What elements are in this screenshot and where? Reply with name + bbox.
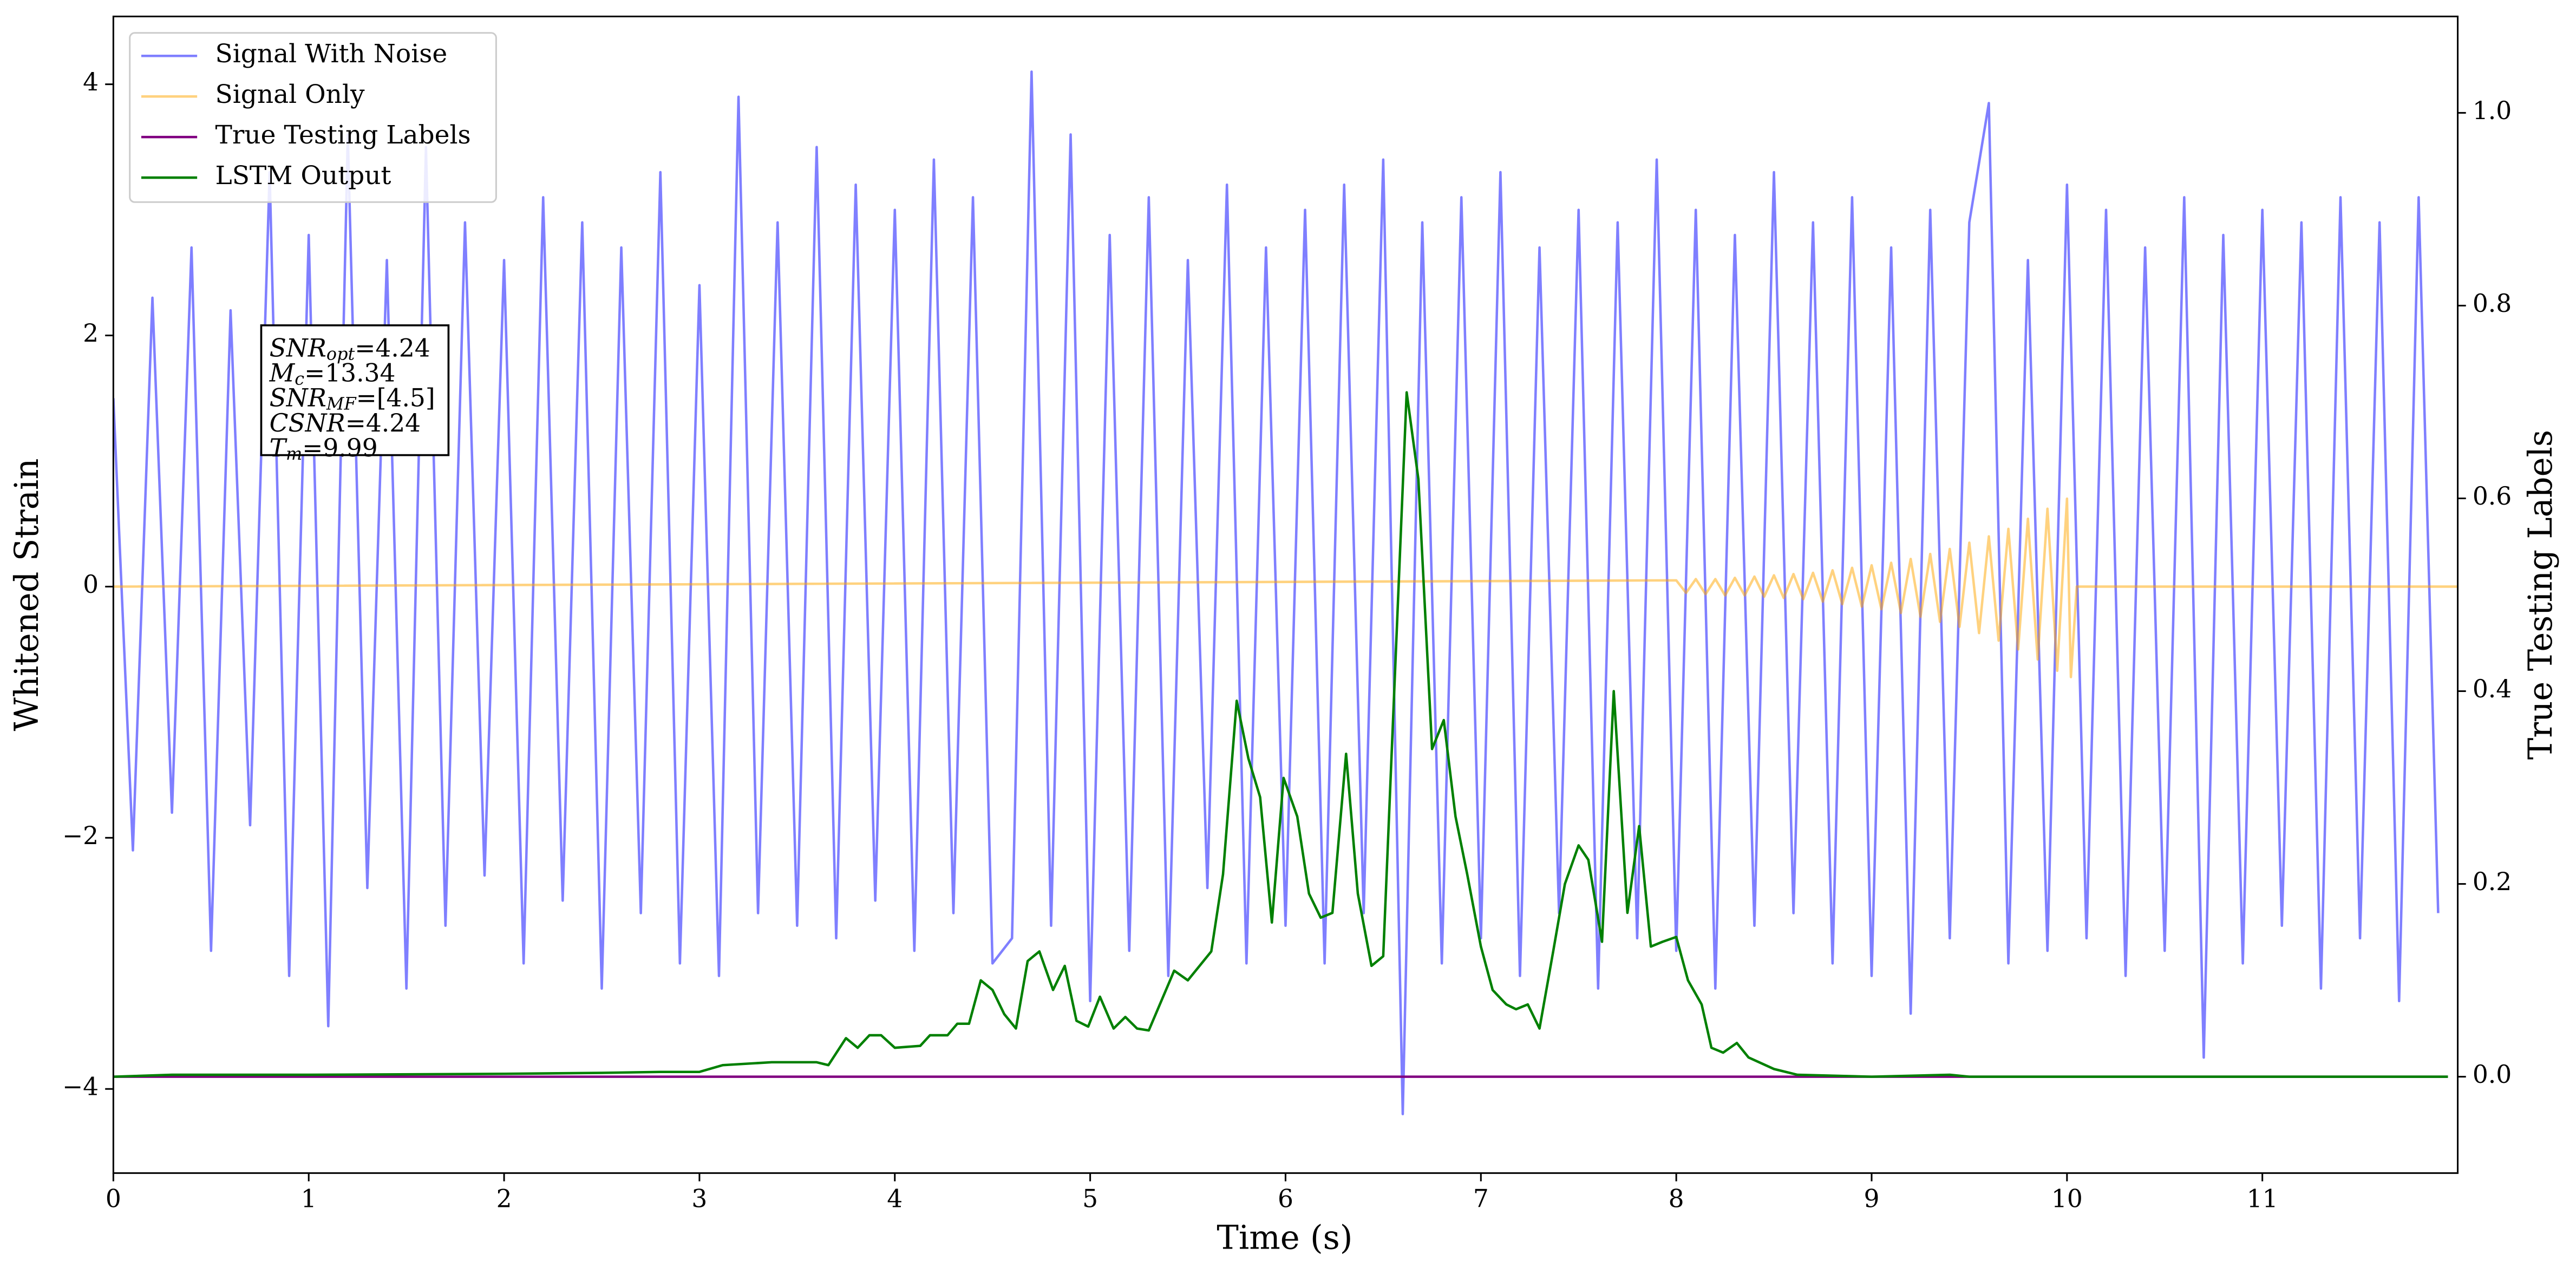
- annotation: SNRopt=4.24Mc=13.34SNRMF=[4.5]CSNR=4.24T…: [260, 324, 450, 463]
- x-tick-label: 10: [2051, 1185, 2083, 1213]
- annotation-value: =9.99: [302, 433, 377, 462]
- legend-label: True Testing Labels: [215, 120, 471, 150]
- annotation-value: =4.24: [345, 408, 421, 437]
- y-tick-label: −4: [62, 1073, 99, 1101]
- annotation-line: Tm=9.99: [270, 433, 378, 463]
- y2-tick-label: 0.6: [2473, 482, 2512, 511]
- x-tick-label: 3: [691, 1185, 707, 1213]
- y-tick-label: −2: [62, 821, 99, 850]
- y2-tick-label: 0.2: [2473, 867, 2512, 896]
- x-axis-label: Time (s): [1217, 1219, 1352, 1257]
- x-tick-label: 4: [887, 1185, 903, 1213]
- y2-tick-label: 0.8: [2473, 289, 2512, 318]
- annotation-symbol: CSNR: [270, 408, 345, 437]
- x-tick-label: 1: [301, 1185, 317, 1213]
- annotation-subscript: MF: [326, 393, 357, 414]
- annotation-value: =13.34: [304, 358, 395, 387]
- legend-box: [129, 32, 497, 203]
- x-tick-label: 6: [1278, 1185, 1293, 1213]
- y2-tick-label: 1.0: [2473, 96, 2512, 125]
- annotation-line: CSNR=4.24: [270, 408, 421, 437]
- annotation-subscript: c: [295, 368, 304, 389]
- annotation-line: SNRMF=[4.5]: [270, 383, 435, 414]
- legend-label: Signal Only: [215, 80, 365, 109]
- series-line: [113, 497, 2458, 678]
- annotation-subscript: opt: [326, 343, 355, 364]
- x-tick-label: 7: [1473, 1185, 1489, 1213]
- annotation-line: SNRopt=4.24: [270, 334, 430, 364]
- annotation-symbol: SNR: [270, 334, 326, 362]
- x-tick-label: 5: [1082, 1185, 1098, 1213]
- annotation-subscript: m: [286, 443, 302, 463]
- y2-tick-label: 0.0: [2473, 1060, 2512, 1089]
- legend-label: Signal With Noise: [215, 39, 448, 69]
- annotation-symbol: SNR: [270, 383, 326, 412]
- annotation-value: =[4.5]: [356, 383, 435, 412]
- y2-axis-label: True Testing Labels: [2522, 430, 2560, 760]
- y-tick-label: 4: [83, 68, 99, 96]
- y-axis-label: Whitened Strain: [8, 459, 46, 731]
- y-tick-label: 0: [83, 570, 99, 599]
- y-tick-label: 2: [83, 319, 99, 348]
- annotation-line: Mc=13.34: [269, 358, 396, 389]
- x-tick-label: 2: [496, 1185, 512, 1213]
- plot-area: [113, 70, 2458, 1115]
- x-tick-label: 0: [106, 1185, 121, 1213]
- x-tick-label: 11: [2247, 1185, 2278, 1213]
- x-tick-label: 9: [1864, 1185, 1880, 1213]
- x-tick-label: 8: [1669, 1185, 1684, 1213]
- annotation-symbol: T: [270, 433, 288, 462]
- annotation-symbol: M: [269, 358, 296, 387]
- legend: Signal With Noise Signal Only True Testing…: [129, 32, 497, 203]
- legend-label: LSTM Output: [215, 161, 391, 191]
- y2-tick-label: 0.4: [2473, 675, 2512, 703]
- series-line: [113, 391, 2448, 1078]
- series-line: [113, 70, 2440, 1115]
- annotation-value: =4.24: [355, 334, 430, 362]
- annotation-box: [260, 324, 450, 456]
